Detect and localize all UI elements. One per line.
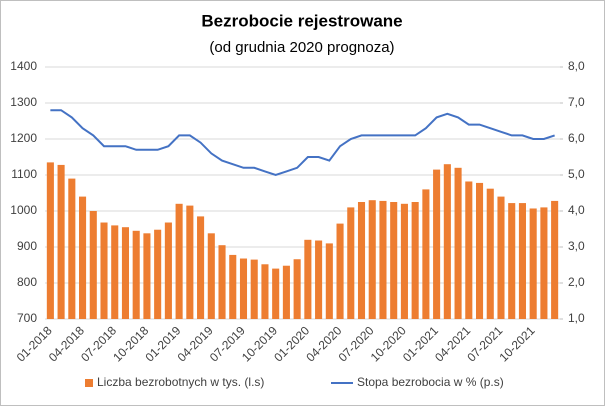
bar [518,203,526,319]
bar [422,189,430,319]
bar [411,202,419,319]
legend-swatch [85,379,93,387]
legend-label: Liczba bezrobotnych w tys. (l.s) [97,375,264,389]
y-tick-label: 700 [17,311,37,325]
bar [433,169,441,319]
bar [272,268,280,319]
bar [143,233,151,319]
y2-tick-label: 7,0 [568,95,585,109]
bar [261,264,269,319]
bar [336,223,344,319]
bar [443,164,451,319]
bar [315,240,323,319]
bar [465,181,473,319]
bar [400,203,408,319]
bar [175,203,183,319]
bar [121,227,130,319]
bar [207,233,215,319]
bar [154,229,162,319]
chart-subtitle: (od grudnia 2020 prognoza) [209,39,394,56]
bar [508,203,516,319]
y-tick-label: 1400 [10,59,37,73]
bar [357,202,366,319]
bar [475,182,484,319]
y2-tick-label: 6,0 [568,131,585,145]
bar [529,208,537,319]
bar [282,265,290,319]
y-tick-label: 1000 [10,203,37,217]
y-tick-label: 1200 [10,131,37,145]
bar [390,202,398,319]
bar [68,178,76,319]
y-tick-label: 1300 [10,95,37,109]
y2-tick-label: 4,0 [568,203,585,217]
bar [325,243,333,319]
y-tick-label: 900 [17,239,37,253]
bar [379,200,387,319]
bar [197,216,205,319]
y2-tick-label: 5,0 [568,167,585,181]
y2-tick-label: 8,0 [568,59,585,73]
bar [100,222,108,319]
bar [304,239,312,319]
bar [239,258,248,319]
bar [551,200,559,319]
bar [454,167,462,319]
bar [57,164,65,319]
bar [347,207,355,319]
y-tick-label: 1100 [11,167,37,181]
chart-title: Bezrobocie rejestrowane [201,11,402,30]
legend-label: Stopa bezrobocia w % (p.s) [357,375,504,389]
bar [79,196,87,319]
bar [540,207,548,319]
bar [368,200,376,319]
bar [293,259,301,319]
y2-tick-label: 1,0 [568,311,585,325]
line [50,109,555,177]
bar [250,259,258,319]
bar [46,162,54,319]
bar [186,205,194,319]
bar [132,230,140,319]
bar [89,211,97,319]
bar [218,245,226,319]
bar [486,188,494,319]
y-tick-label: 800 [17,275,37,289]
y2-tick-label: 3,0 [568,239,585,253]
bar [497,196,505,319]
bar [229,254,237,319]
y2-tick-label: 2,0 [568,275,585,289]
bar [111,225,119,319]
bar [164,222,172,319]
